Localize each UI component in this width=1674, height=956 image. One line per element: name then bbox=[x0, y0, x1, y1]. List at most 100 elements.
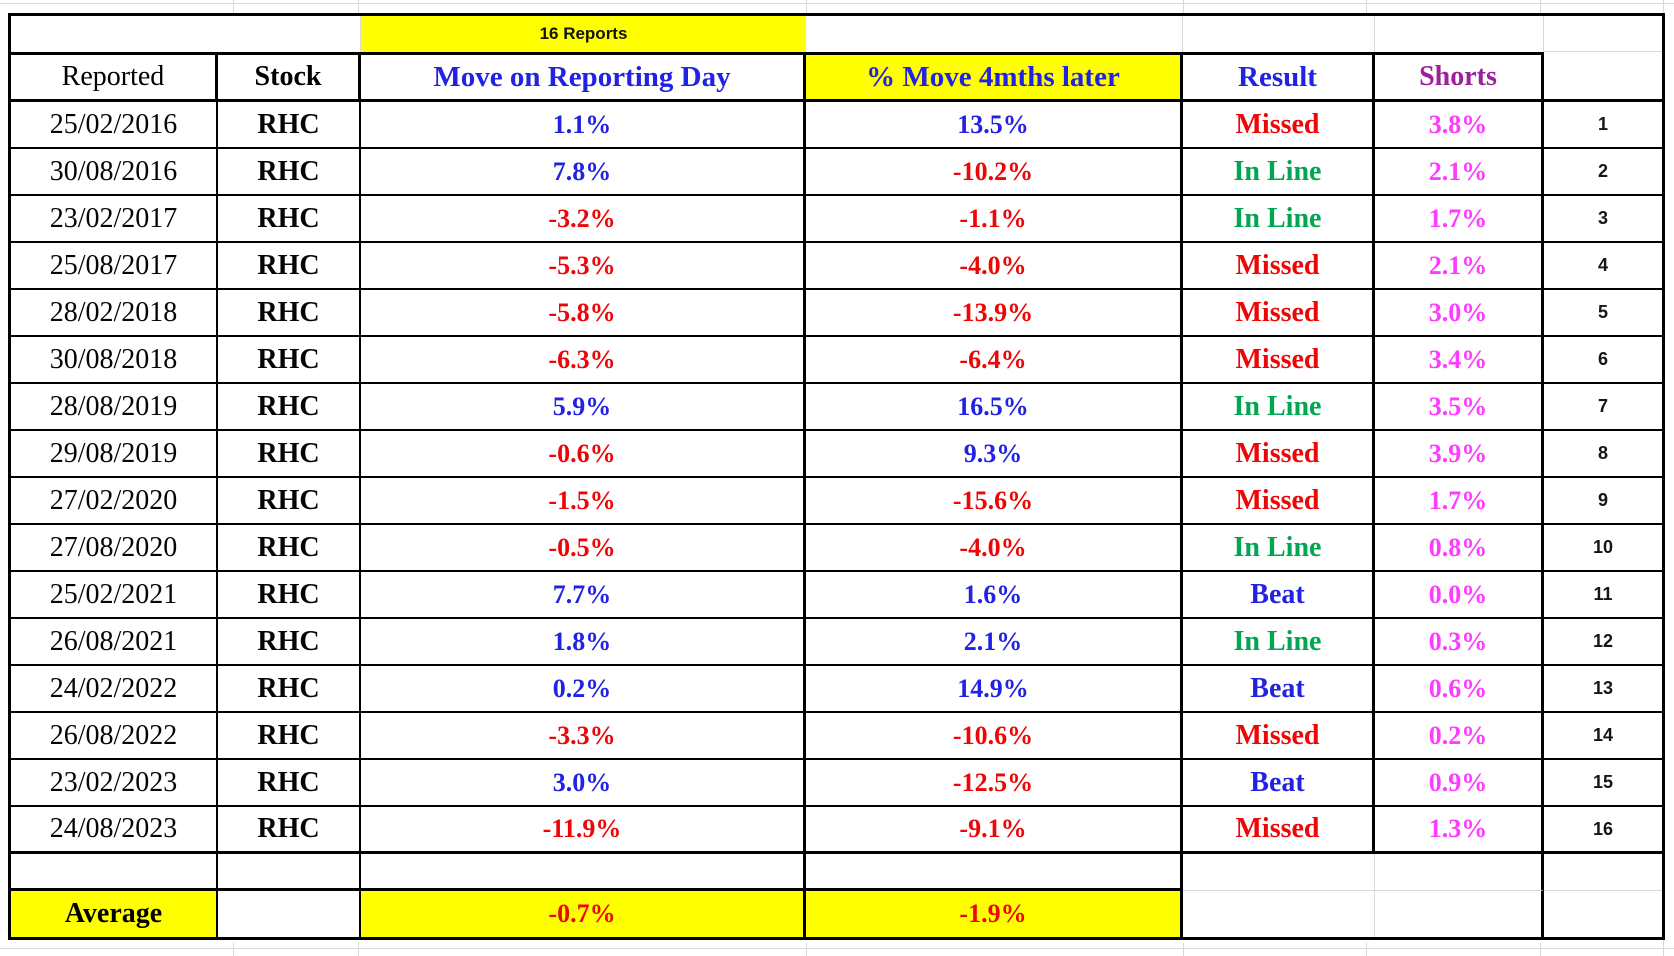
cell-blank[interactable] bbox=[1375, 854, 1544, 891]
cell-result[interactable]: Beat bbox=[1183, 760, 1375, 807]
cell-blank[interactable] bbox=[218, 891, 361, 937]
cell-move-4m[interactable]: 2.1% bbox=[806, 619, 1183, 666]
cell-move-day[interactable]: 5.9% bbox=[361, 384, 806, 431]
cell-blank[interactable] bbox=[1183, 891, 1375, 937]
cell-reported-date[interactable]: 26/08/2022 bbox=[11, 713, 218, 760]
column-header-move-4m[interactable]: % Move 4mths later bbox=[806, 52, 1183, 102]
cell-row-number[interactable]: 9 bbox=[1544, 478, 1662, 525]
cell-shorts[interactable]: 0.0% bbox=[1375, 572, 1544, 619]
cell-move-day[interactable]: -3.3% bbox=[361, 713, 806, 760]
cell-stock[interactable]: RHC bbox=[218, 102, 361, 149]
cell-row-number[interactable]: 11 bbox=[1544, 572, 1662, 619]
cell-blank[interactable] bbox=[11, 16, 361, 52]
cell-move-4m[interactable]: -10.6% bbox=[806, 713, 1183, 760]
cell-blank[interactable] bbox=[1375, 16, 1544, 52]
cell-blank[interactable] bbox=[1544, 52, 1662, 102]
cell-row-number[interactable]: 16 bbox=[1544, 807, 1662, 854]
cell-move-4m[interactable]: -15.6% bbox=[806, 478, 1183, 525]
column-header-result[interactable]: Result bbox=[1183, 52, 1375, 102]
cell-shorts[interactable]: 3.9% bbox=[1375, 431, 1544, 478]
cell-move-4m[interactable]: -1.1% bbox=[806, 196, 1183, 243]
cell-move-day[interactable]: 3.0% bbox=[361, 760, 806, 807]
cell-move-day[interactable]: 0.2% bbox=[361, 666, 806, 713]
cell-reported-date[interactable]: 27/02/2020 bbox=[11, 478, 218, 525]
cell-result[interactable]: Beat bbox=[1183, 666, 1375, 713]
cell-result[interactable]: Beat bbox=[1183, 572, 1375, 619]
cell-blank[interactable] bbox=[361, 854, 806, 891]
cell-row-number[interactable]: 3 bbox=[1544, 196, 1662, 243]
cell-move-day[interactable]: -6.3% bbox=[361, 337, 806, 384]
cell-reported-date[interactable]: 28/02/2018 bbox=[11, 290, 218, 337]
cell-blank[interactable] bbox=[1183, 16, 1375, 52]
cell-blank[interactable] bbox=[1183, 854, 1375, 891]
cell-stock[interactable]: RHC bbox=[218, 243, 361, 290]
cell-move-day[interactable]: 1.1% bbox=[361, 102, 806, 149]
cell-result[interactable]: Missed bbox=[1183, 102, 1375, 149]
cell-shorts[interactable]: 3.0% bbox=[1375, 290, 1544, 337]
average-label[interactable]: Average bbox=[11, 891, 218, 937]
cell-reported-date[interactable]: 25/02/2021 bbox=[11, 572, 218, 619]
cell-result[interactable]: Missed bbox=[1183, 337, 1375, 384]
column-header-reported[interactable]: Reported bbox=[11, 52, 218, 102]
cell-move-day[interactable]: 7.8% bbox=[361, 149, 806, 196]
cell-result[interactable]: In Line bbox=[1183, 384, 1375, 431]
cell-shorts[interactable]: 0.9% bbox=[1375, 760, 1544, 807]
cell-result[interactable]: Missed bbox=[1183, 807, 1375, 854]
cell-shorts[interactable]: 1.7% bbox=[1375, 196, 1544, 243]
cell-blank[interactable] bbox=[806, 16, 1183, 52]
cell-stock[interactable]: RHC bbox=[218, 149, 361, 196]
cell-move-day[interactable]: -0.5% bbox=[361, 525, 806, 572]
cell-move-4m[interactable]: -13.9% bbox=[806, 290, 1183, 337]
column-header-stock[interactable]: Stock bbox=[218, 52, 361, 102]
cell-reported-date[interactable]: 29/08/2019 bbox=[11, 431, 218, 478]
cell-blank[interactable] bbox=[1544, 854, 1662, 891]
cell-move-day[interactable]: -1.5% bbox=[361, 478, 806, 525]
cell-row-number[interactable]: 5 bbox=[1544, 290, 1662, 337]
cell-shorts[interactable]: 2.1% bbox=[1375, 243, 1544, 290]
cell-shorts[interactable]: 0.6% bbox=[1375, 666, 1544, 713]
cell-blank[interactable] bbox=[1544, 16, 1662, 52]
cell-row-number[interactable]: 6 bbox=[1544, 337, 1662, 384]
cell-stock[interactable]: RHC bbox=[218, 760, 361, 807]
cell-move-4m[interactable]: 13.5% bbox=[806, 102, 1183, 149]
average-move-4m[interactable]: -1.9% bbox=[806, 891, 1183, 937]
cell-stock[interactable]: RHC bbox=[218, 337, 361, 384]
cell-shorts[interactable]: 1.7% bbox=[1375, 478, 1544, 525]
cell-stock[interactable]: RHC bbox=[218, 478, 361, 525]
cell-shorts[interactable]: 3.4% bbox=[1375, 337, 1544, 384]
cell-move-4m[interactable]: -4.0% bbox=[806, 525, 1183, 572]
cell-stock[interactable]: RHC bbox=[218, 713, 361, 760]
cell-move-day[interactable]: 7.7% bbox=[361, 572, 806, 619]
cell-reported-date[interactable]: 28/08/2019 bbox=[11, 384, 218, 431]
cell-reported-date[interactable]: 25/08/2017 bbox=[11, 243, 218, 290]
cell-shorts[interactable]: 3.5% bbox=[1375, 384, 1544, 431]
cell-result[interactable]: Missed bbox=[1183, 431, 1375, 478]
cell-stock[interactable]: RHC bbox=[218, 807, 361, 854]
cell-row-number[interactable]: 13 bbox=[1544, 666, 1662, 713]
cell-move-4m[interactable]: 14.9% bbox=[806, 666, 1183, 713]
cell-row-number[interactable]: 15 bbox=[1544, 760, 1662, 807]
cell-shorts[interactable]: 0.2% bbox=[1375, 713, 1544, 760]
cell-result[interactable]: In Line bbox=[1183, 196, 1375, 243]
cell-row-number[interactable]: 1 bbox=[1544, 102, 1662, 149]
cell-result[interactable]: In Line bbox=[1183, 619, 1375, 666]
cell-shorts[interactable]: 0.3% bbox=[1375, 619, 1544, 666]
cell-shorts[interactable]: 0.8% bbox=[1375, 525, 1544, 572]
cell-move-day[interactable]: -5.8% bbox=[361, 290, 806, 337]
cell-stock[interactable]: RHC bbox=[218, 619, 361, 666]
cell-reported-date[interactable]: 23/02/2017 bbox=[11, 196, 218, 243]
cell-move-day[interactable]: -3.2% bbox=[361, 196, 806, 243]
cell-blank[interactable] bbox=[218, 854, 361, 891]
cell-reported-date[interactable]: 30/08/2016 bbox=[11, 149, 218, 196]
cell-stock[interactable]: RHC bbox=[218, 525, 361, 572]
cell-move-day[interactable]: -0.6% bbox=[361, 431, 806, 478]
cell-row-number[interactable]: 8 bbox=[1544, 431, 1662, 478]
cell-row-number[interactable]: 4 bbox=[1544, 243, 1662, 290]
cell-move-4m[interactable]: 16.5% bbox=[806, 384, 1183, 431]
cell-move-4m[interactable]: 1.6% bbox=[806, 572, 1183, 619]
cell-blank[interactable] bbox=[1544, 891, 1662, 937]
cell-shorts[interactable]: 1.3% bbox=[1375, 807, 1544, 854]
cell-result[interactable]: Missed bbox=[1183, 713, 1375, 760]
cell-result[interactable]: In Line bbox=[1183, 149, 1375, 196]
cell-move-4m[interactable]: -10.2% bbox=[806, 149, 1183, 196]
